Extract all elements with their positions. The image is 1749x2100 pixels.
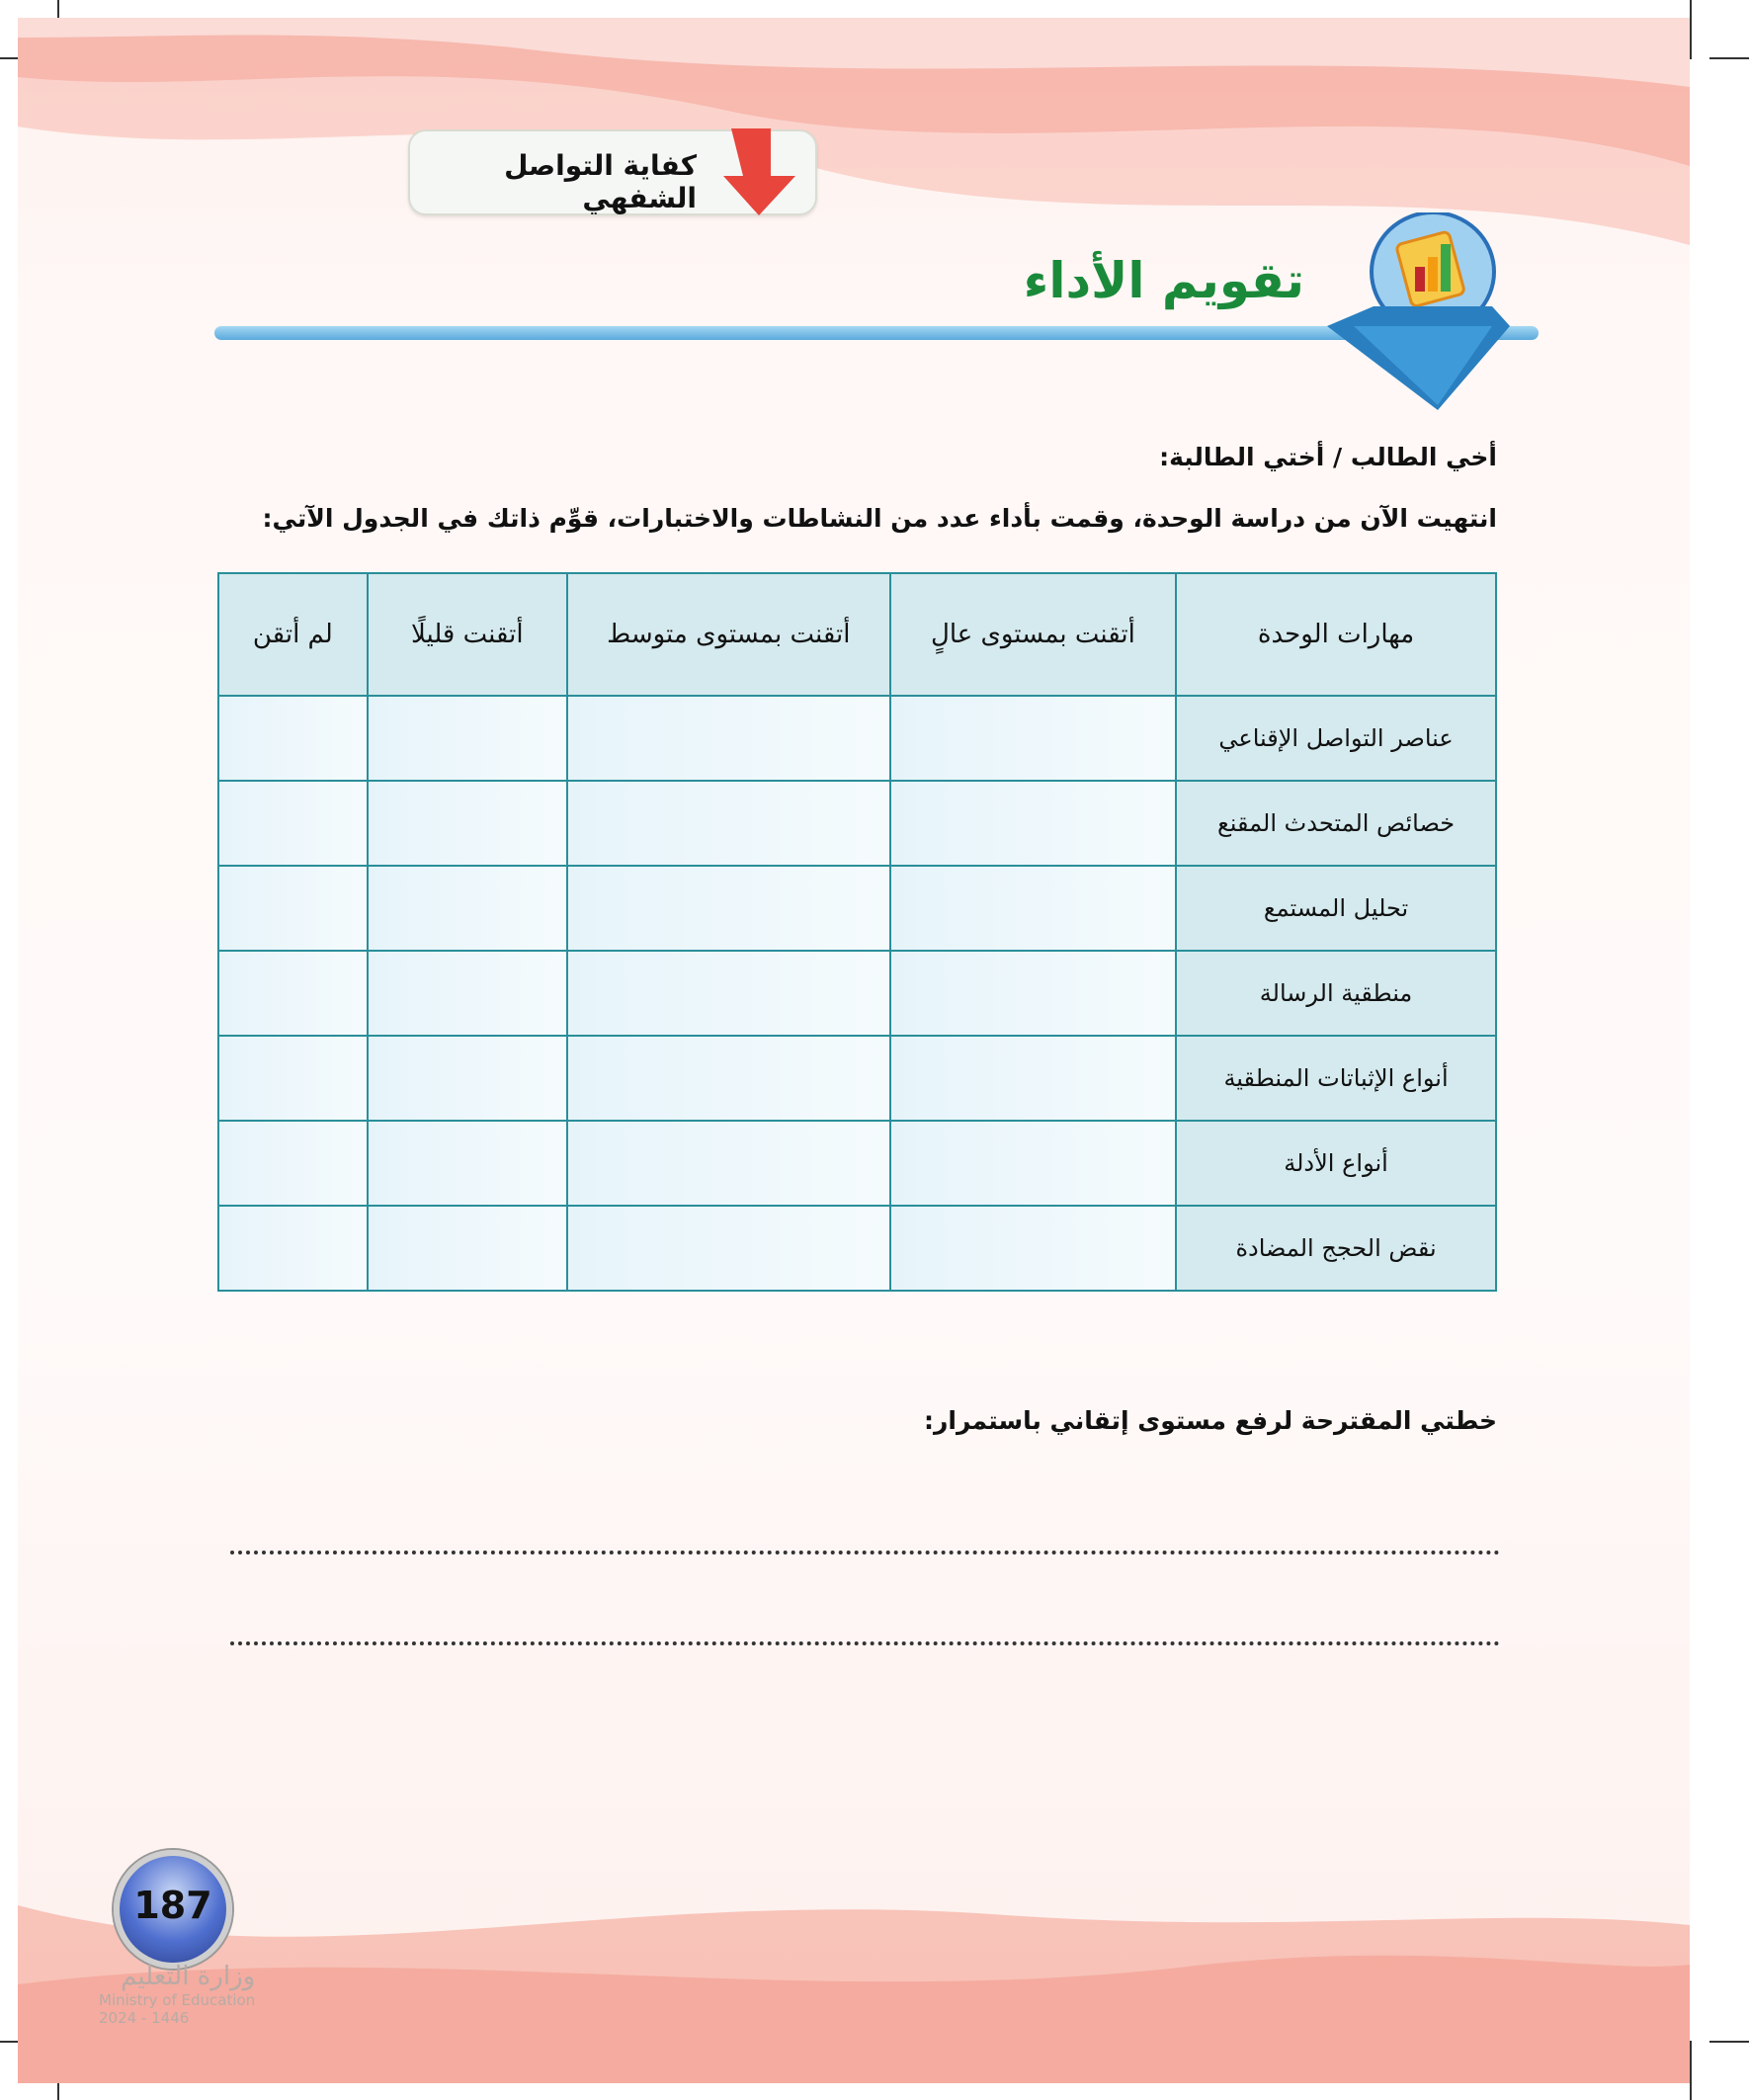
crop-mark — [1690, 0, 1692, 59]
rating-cell[interactable] — [217, 865, 369, 952]
arrow-down-icon — [723, 128, 795, 215]
table-row: منطقية الرسالة — [217, 950, 1497, 1037]
rating-cell[interactable] — [366, 1205, 568, 1292]
skill-cell: منطقية الرسالة — [1175, 950, 1497, 1037]
skill-cell: نقض الحجج المضادة — [1175, 1205, 1497, 1292]
rating-cell[interactable] — [217, 780, 369, 867]
rating-cell[interactable] — [366, 865, 568, 952]
rating-cell[interactable] — [217, 1205, 369, 1292]
table-row: نقض الحجج المضادة — [217, 1205, 1497, 1292]
table-row: أنواع الأدلة — [217, 1120, 1497, 1207]
edition-year: 2024 - 1446 — [99, 2009, 190, 2027]
rating-cell[interactable] — [888, 1035, 1178, 1122]
rating-cell[interactable] — [888, 780, 1178, 867]
rating-cell[interactable] — [565, 865, 891, 952]
rating-cell[interactable] — [565, 1205, 891, 1292]
greeting: أخي الطالب / أختي الطالبة: — [1159, 443, 1497, 471]
rating-cell[interactable] — [888, 865, 1178, 952]
rating-cell[interactable] — [217, 695, 369, 782]
rating-cell[interactable] — [217, 1120, 369, 1207]
title-divider — [214, 326, 1539, 340]
instruction: انتهيت الآن من دراسة الوحدة، وقمت بأداء … — [262, 504, 1497, 533]
table-row: أنواع الإثباتات المنطقية — [217, 1035, 1497, 1122]
ministry-name-ar: وزارة التعليم — [121, 1962, 256, 1991]
ministry-name-en: Ministry of Education — [99, 1991, 256, 2009]
plan-answer-line-1[interactable] — [230, 1551, 1500, 1554]
self-assessment-table: مهارات الوحدة أتقنت بمستوى عالٍ أتقنت بمست… — [217, 572, 1497, 1292]
plan-answer-line-2[interactable] — [230, 1641, 1500, 1645]
rating-cell[interactable] — [366, 1120, 568, 1207]
rating-cell[interactable] — [366, 950, 568, 1037]
table-row: خصائص المتحدث المقنع — [217, 780, 1497, 867]
table-row: تحليل المستمع — [217, 865, 1497, 952]
rating-cell[interactable] — [366, 1035, 568, 1122]
column-header: أتقنت قليلًا — [366, 572, 568, 697]
clipboard-chart-icon — [1327, 212, 1510, 410]
rating-cell[interactable] — [217, 1035, 369, 1122]
rating-cell[interactable] — [888, 1205, 1178, 1292]
skill-cell: أنواع الإثباتات المنطقية — [1175, 1035, 1497, 1122]
rating-cell[interactable] — [565, 780, 891, 867]
crop-mark — [1690, 2041, 1692, 2100]
section-title: تقويم الأداء — [1023, 252, 1304, 309]
tab-label: كفاية التواصل الشفهي — [504, 149, 697, 214]
column-header: أتقنت بمستوى عالٍ — [888, 572, 1178, 697]
plan-heading: خطتي المقترحة لرفع مستوى إتقاني باستمرار… — [924, 1406, 1497, 1435]
crop-mark — [1709, 57, 1749, 59]
crop-mark — [1709, 2041, 1749, 2043]
column-header: أتقنت بمستوى متوسط — [565, 572, 891, 697]
column-header: مهارات الوحدة — [1175, 572, 1497, 697]
rating-cell[interactable] — [888, 1120, 1178, 1207]
page-number: 187 — [133, 1884, 212, 1927]
skill-cell: أنواع الأدلة — [1175, 1120, 1497, 1207]
table-row: عناصر التواصل الإقناعي — [217, 695, 1497, 782]
rating-cell[interactable] — [565, 950, 891, 1037]
rating-cell[interactable] — [366, 780, 568, 867]
decorative-wave-bottom — [18, 1905, 1690, 2083]
ministry-logo: وزارة التعليم Ministry of Education 2024… — [99, 1962, 255, 2027]
decorative-wave-top — [18, 18, 1690, 245]
skill-cell: تحليل المستمع — [1175, 865, 1497, 952]
page-number-badge: 187 — [114, 1850, 232, 1969]
rating-cell[interactable] — [217, 950, 369, 1037]
rating-cell[interactable] — [366, 695, 568, 782]
skill-cell: عناصر التواصل الإقناعي — [1175, 695, 1497, 782]
rating-cell[interactable] — [888, 950, 1178, 1037]
column-header: لم أتقن — [217, 572, 369, 697]
rating-cell[interactable] — [565, 1035, 891, 1122]
rating-cell[interactable] — [565, 695, 891, 782]
rating-cell[interactable] — [888, 695, 1178, 782]
skill-cell: خصائص المتحدث المقنع — [1175, 780, 1497, 867]
table-header-row: مهارات الوحدة أتقنت بمستوى عالٍ أتقنت بمست… — [217, 572, 1497, 697]
rating-cell[interactable] — [565, 1120, 891, 1207]
